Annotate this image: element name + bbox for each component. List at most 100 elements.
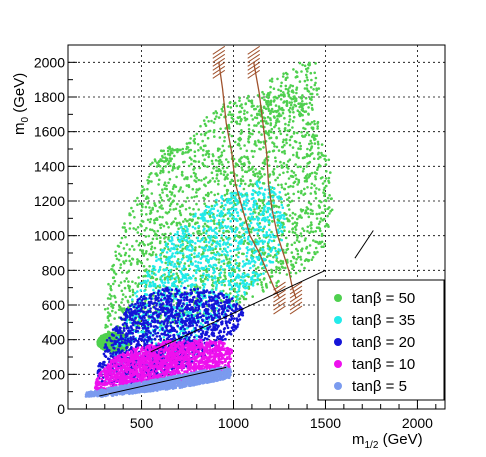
data-point [226, 217, 230, 221]
data-point [193, 283, 197, 287]
data-point [267, 164, 271, 167]
data-point [257, 178, 261, 181]
data-point [252, 247, 255, 250]
data-point [270, 275, 274, 278]
data-point [292, 111, 295, 114]
data-point [295, 239, 299, 242]
data-point [131, 244, 134, 248]
data-point [251, 295, 254, 298]
data-point [300, 105, 304, 109]
data-point [249, 179, 252, 182]
data-point [266, 247, 270, 250]
data-point [243, 112, 246, 115]
data-point [124, 251, 128, 255]
data-point [288, 118, 292, 121]
data-point [272, 87, 276, 90]
data-point [250, 228, 253, 231]
data-point [262, 278, 266, 281]
data-point [205, 273, 208, 277]
data-point [196, 239, 200, 243]
data-point [244, 170, 247, 173]
data-point [269, 235, 273, 239]
data-point [208, 325, 212, 328]
data-point [315, 212, 319, 216]
data-point [206, 254, 209, 258]
data-point [161, 149, 164, 153]
data-point [320, 245, 324, 249]
data-point [144, 274, 147, 278]
data-point [313, 71, 317, 75]
data-point [223, 184, 227, 188]
data-point [247, 184, 251, 188]
data-point [313, 120, 316, 123]
data-point [235, 162, 239, 166]
data-point [296, 249, 300, 253]
data-point [229, 249, 232, 253]
data-point [301, 135, 305, 138]
data-point [310, 227, 313, 230]
data-point [223, 279, 226, 283]
data-point [281, 150, 284, 154]
data-point [278, 217, 282, 220]
data-point [256, 193, 260, 197]
data-point [191, 262, 194, 265]
data-point [242, 281, 245, 284]
data-point [296, 131, 299, 135]
data-point [165, 184, 168, 188]
data-point [242, 297, 246, 301]
data-point [238, 300, 242, 304]
data-point [290, 169, 294, 173]
data-point [323, 194, 326, 198]
data-point [196, 143, 200, 146]
data-point [185, 142, 189, 145]
data-point [253, 124, 256, 127]
data-point [320, 234, 324, 237]
data-point [262, 106, 266, 109]
data-point [131, 293, 135, 297]
data-point [269, 136, 273, 140]
data-point [167, 198, 170, 202]
data-point [194, 264, 198, 268]
data-point [150, 192, 154, 195]
data-point [271, 196, 275, 199]
data-point [264, 107, 268, 111]
data-point [308, 101, 312, 105]
data-point [229, 113, 233, 116]
data-point [310, 142, 313, 145]
data-point [310, 95, 314, 99]
data-point [156, 209, 159, 213]
data-point [217, 182, 220, 186]
data-point [207, 219, 210, 223]
data-point [295, 153, 299, 157]
data-point [244, 297, 248, 301]
data-point [221, 225, 224, 228]
data-point [275, 145, 279, 149]
data-point [250, 278, 253, 281]
data-point [267, 93, 271, 97]
data-point [118, 252, 121, 256]
data-point [107, 282, 110, 286]
data-point [186, 236, 189, 239]
data-point [151, 237, 155, 241]
data-point [238, 139, 241, 142]
data-point [233, 101, 237, 105]
data-point [250, 101, 254, 105]
data-point [248, 240, 252, 243]
data-point [216, 276, 220, 280]
data-point [146, 274, 150, 278]
data-point [230, 194, 233, 198]
data-point [181, 252, 185, 255]
data-point [323, 157, 327, 161]
data-point [273, 235, 277, 239]
data-point [185, 145, 189, 149]
data-point [161, 233, 164, 236]
data-point [213, 281, 216, 285]
data-point [281, 260, 285, 263]
data-point [229, 182, 232, 186]
data-point [230, 134, 234, 138]
data-point [317, 222, 321, 226]
data-point [214, 247, 217, 250]
data-point [170, 254, 174, 257]
data-point [176, 222, 179, 225]
data-point [204, 238, 208, 241]
